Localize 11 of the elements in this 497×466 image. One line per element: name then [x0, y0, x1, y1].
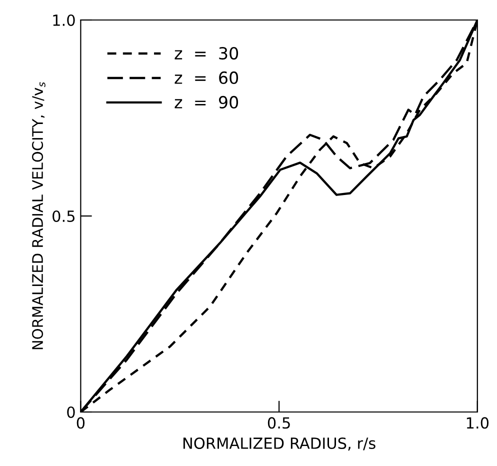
legend-label: z = 60 — [174, 71, 238, 84]
x-tick-label: 0 — [76, 417, 85, 429]
y-tick-label: 0.5 — [52, 210, 75, 222]
x-tick-label: 0.5 — [268, 417, 290, 429]
y-tick-label: 0 — [67, 406, 75, 418]
legend-label: z = 90 — [174, 96, 238, 108]
legend-label: z = 30 — [174, 46, 238, 60]
y-tick-label: 1.0 — [53, 14, 75, 26]
x-axis-title: NORMALIZED RADIUS, r/s — [183, 437, 376, 451]
y-axis-title: NORMALIZED RADIAL VELOCITY, v/v$_{s}$ — [32, 82, 46, 350]
x-tick-label: 1.0 — [466, 417, 489, 429]
